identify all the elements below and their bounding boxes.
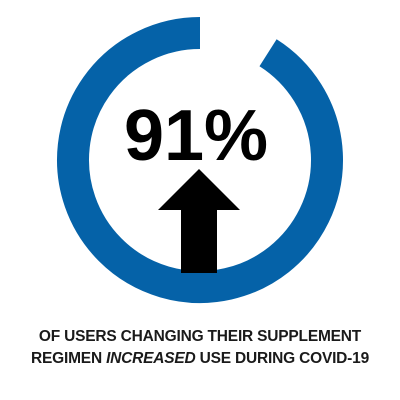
- caption-emphasis: INCREASED: [106, 350, 196, 367]
- caption-line-1: OF USERS CHANGING THEIR SUPPLEMENT: [38, 328, 362, 345]
- stat-value-label: 91%: [124, 96, 268, 176]
- caption-line-2-start: REGIMEN: [31, 350, 102, 367]
- caption: OF USERS CHANGING THEIR SUPPLEMENT REGIM…: [0, 326, 400, 370]
- caption-line-2-end: USE DURING COVID-19: [199, 350, 370, 367]
- ring-arc-filled: [57, 17, 343, 303]
- arrow-up-icon: [158, 169, 240, 273]
